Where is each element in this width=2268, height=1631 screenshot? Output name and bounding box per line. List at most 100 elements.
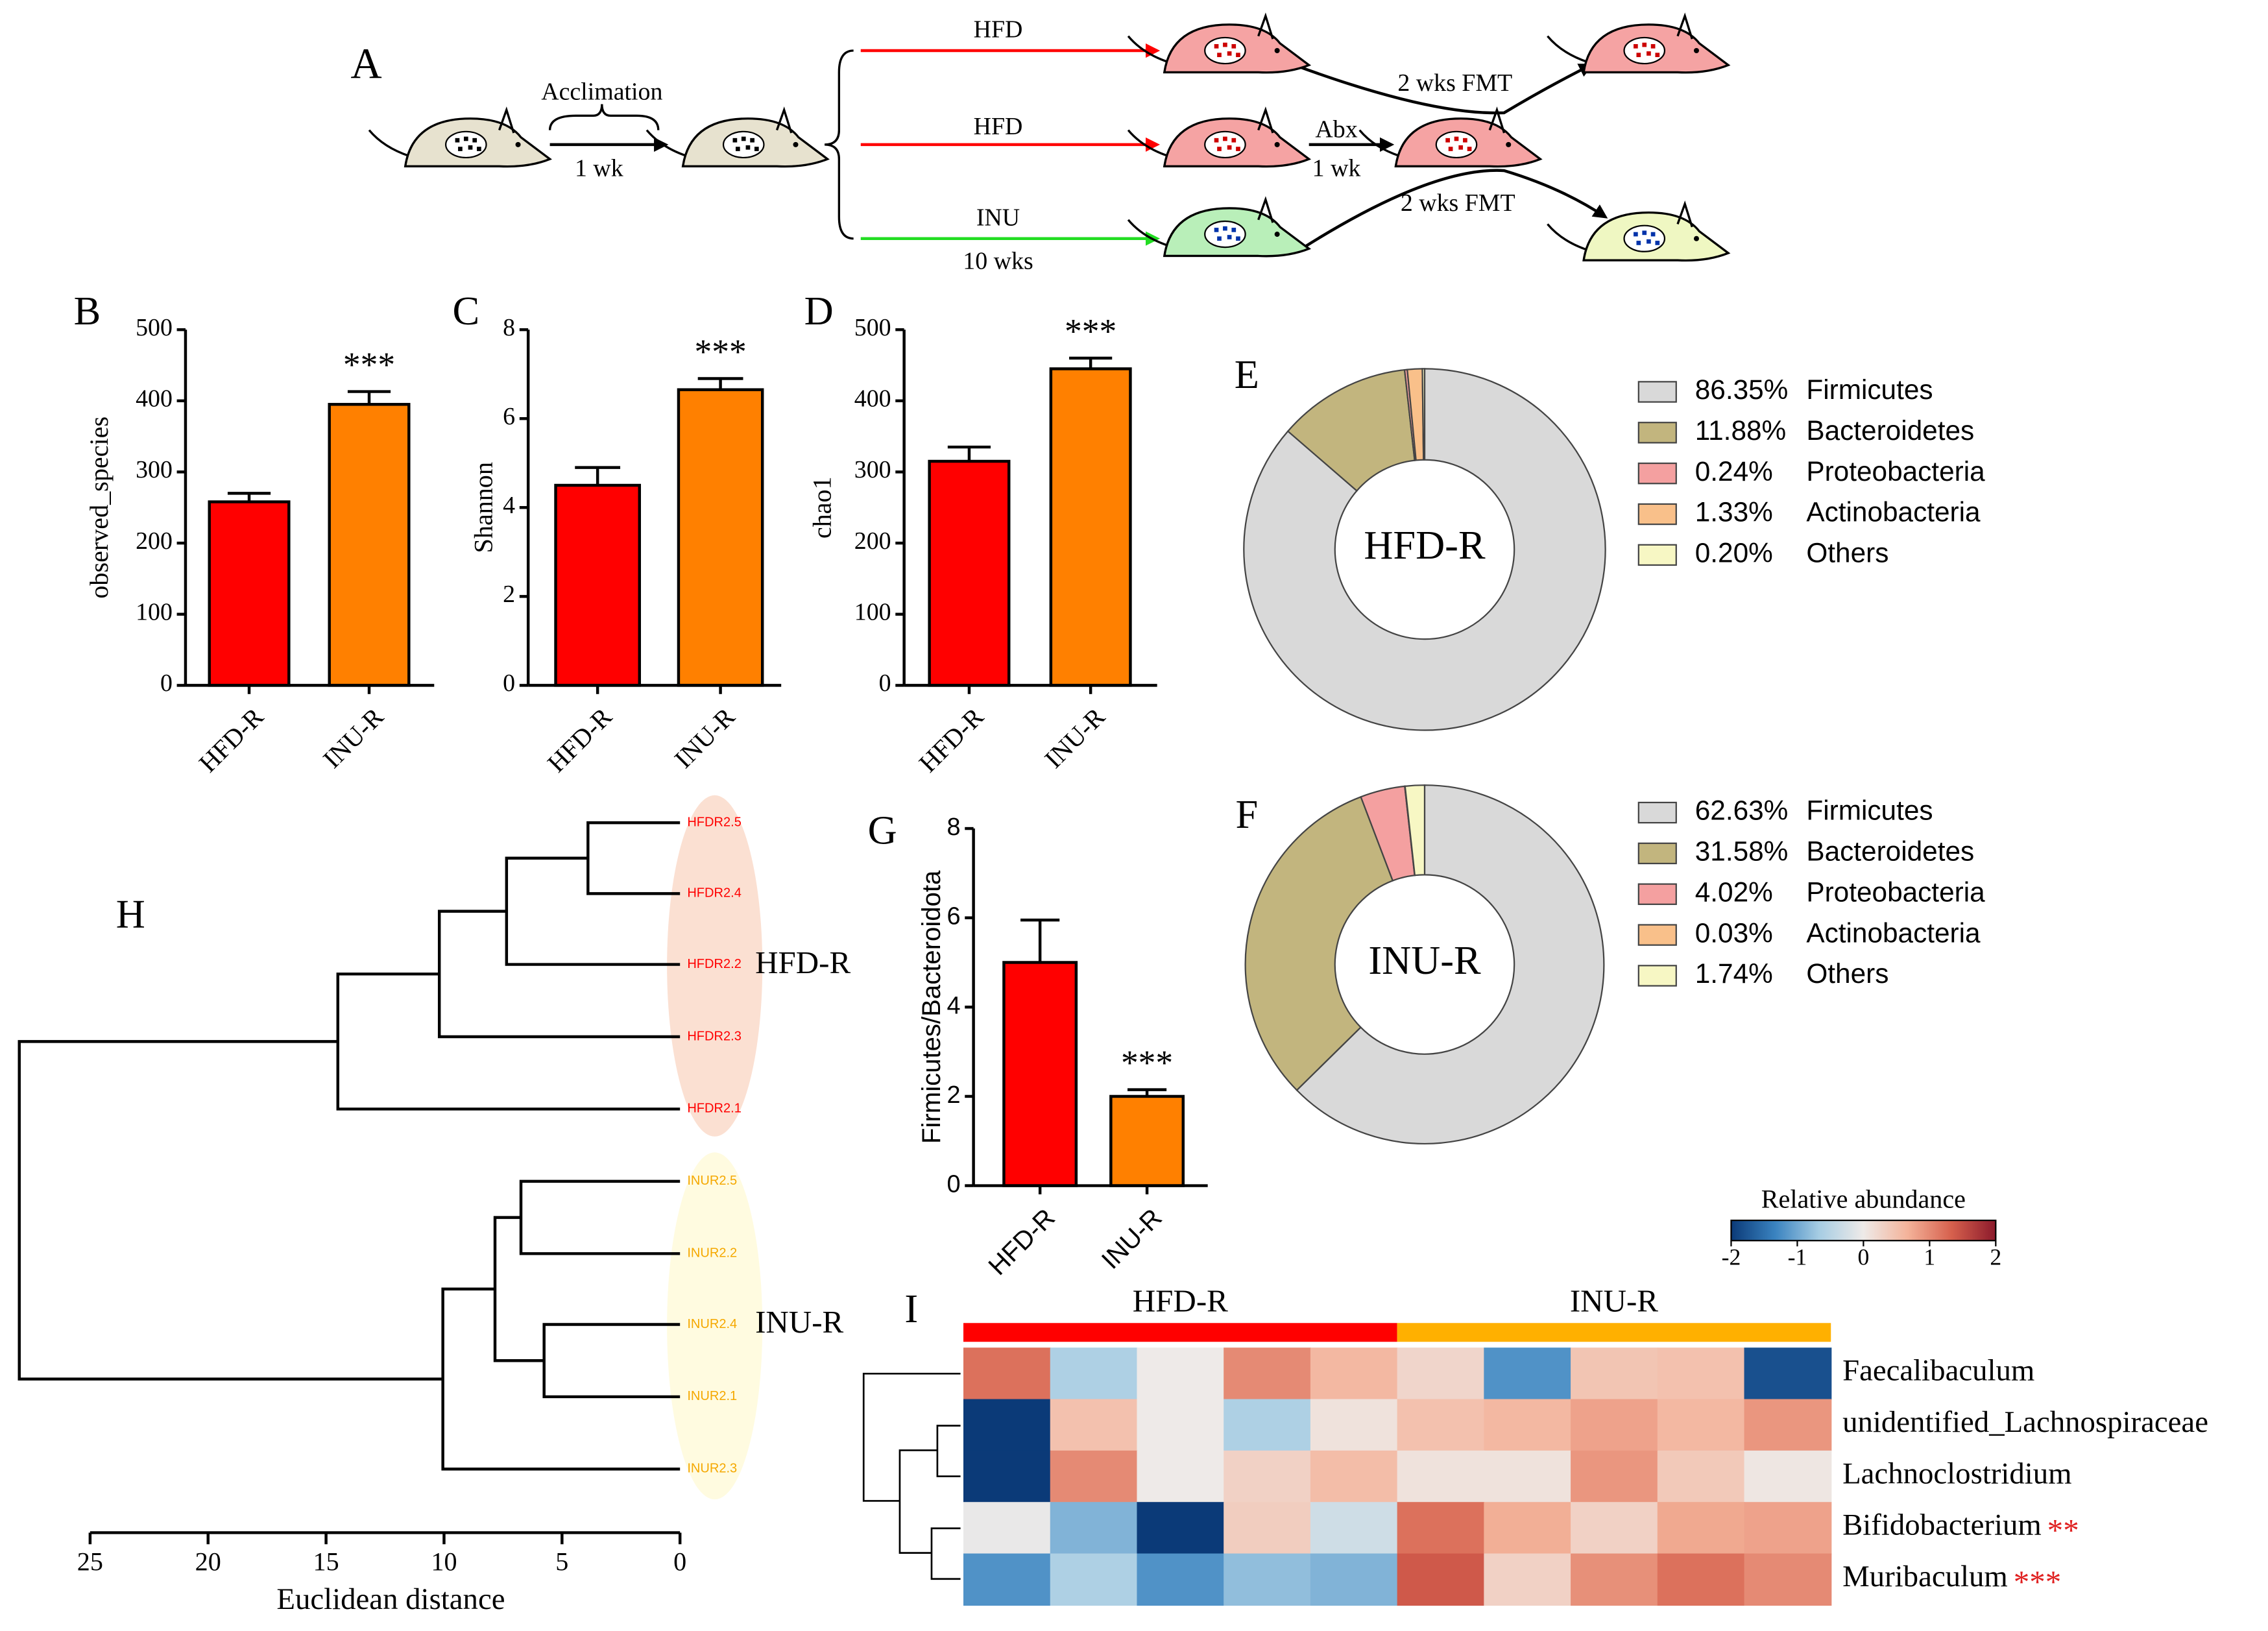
- label: 1 wk: [575, 155, 623, 182]
- mouse-tail: [1547, 35, 1589, 64]
- donut-center-label: HFD-R: [1364, 523, 1486, 568]
- dendrogram-link: [18, 1040, 443, 1381]
- mouse-dot: [458, 147, 463, 151]
- leaf-label: HFDR2.1: [687, 1102, 742, 1116]
- label: 2 wks FMT: [1401, 189, 1515, 217]
- leaf-label: HFDR2.4: [687, 886, 742, 900]
- mouse-dot: [1214, 43, 1219, 49]
- x-tick-label: HFD-R: [542, 702, 618, 778]
- mouse-dot: [754, 147, 759, 151]
- mouse-dot: [1655, 53, 1660, 58]
- bar: [677, 388, 764, 687]
- x-tick-label: 10: [431, 1547, 457, 1577]
- mouse-dot: [1642, 42, 1647, 47]
- mouse-dot: [1217, 236, 1222, 241]
- mouse-tail: [645, 129, 688, 158]
- legend-label: Others: [1806, 958, 1888, 989]
- x-tick-label: 15: [313, 1547, 339, 1577]
- mouse-dot: [468, 145, 473, 150]
- leaf-label: HFDR2.3: [687, 1029, 742, 1043]
- heatmap-cell: [1397, 1399, 1485, 1451]
- mouse-tail: [1127, 219, 1170, 247]
- mouse: [1127, 106, 1312, 168]
- mouse-dot: [1650, 232, 1656, 237]
- legend-value: 11.88%: [1695, 415, 1786, 446]
- y-tick-label: 500: [854, 314, 891, 341]
- heatmap-cell: [1744, 1553, 1832, 1606]
- heatmap-cell: [963, 1399, 1051, 1451]
- panel-letter: E: [1235, 352, 1259, 397]
- mouse-dot: [1650, 43, 1656, 49]
- heatmap-cell: [1137, 1502, 1225, 1554]
- mouse-dot: [1227, 145, 1232, 150]
- group-label: HFD-R: [755, 945, 850, 980]
- mouse-ear: [1676, 12, 1693, 40]
- brace: [548, 104, 660, 130]
- mouse-dot: [1217, 147, 1222, 151]
- colorbar-tick-label: -1: [1788, 1244, 1807, 1270]
- heatmap-cell: [963, 1347, 1051, 1400]
- legend-swatch: [1637, 965, 1677, 987]
- mouse: [1358, 106, 1543, 168]
- arrow: [1294, 64, 1594, 115]
- y-tick-label: 6: [503, 403, 515, 430]
- bar: [1049, 367, 1132, 687]
- row-label: Muribaculum: [1842, 1560, 2008, 1593]
- y-tick-label: 2: [503, 581, 515, 608]
- heatmap-cell: [1744, 1450, 1832, 1503]
- label: Acclimation: [541, 79, 662, 106]
- mouse-dot: [745, 145, 751, 150]
- donut-slice: [1404, 784, 1426, 876]
- leaf-label: INUR2.4: [687, 1317, 737, 1331]
- y-tick-label: 8: [947, 814, 960, 841]
- mouse-eye: [1274, 47, 1280, 54]
- colorbar-tick-label: 2: [1990, 1244, 2001, 1270]
- heatmap-cell: [1571, 1399, 1658, 1451]
- legend-label: Others: [1806, 538, 1888, 568]
- y-tick-label: 4: [947, 992, 960, 1019]
- heatmap-cell: [1657, 1399, 1745, 1451]
- bar: [208, 500, 291, 687]
- heatmap-cell: [1224, 1450, 1312, 1503]
- heatmap-cell: [1310, 1502, 1398, 1554]
- schematic: A Acclimation 1 wk HFD HFD INU 10 wks Ab…: [350, 16, 1608, 274]
- mouse-dot: [1214, 138, 1219, 143]
- mouse-eye: [1274, 141, 1280, 147]
- legend-label: Firmicutes: [1806, 374, 1933, 405]
- x-tick-label: INU-R: [669, 702, 741, 774]
- x-tick-label: HFD-R: [983, 1203, 1060, 1281]
- heatmap-cell: [1050, 1502, 1138, 1554]
- group-bar: [963, 1323, 1397, 1342]
- label: HFD: [974, 113, 1023, 140]
- legend-value: 1.33%: [1695, 497, 1773, 527]
- bar: [328, 403, 411, 687]
- heatmap-cell: [1744, 1347, 1832, 1400]
- mouse-gut: [445, 130, 487, 159]
- heatmap-cell: [1224, 1553, 1312, 1606]
- heatmap-cell: [1657, 1450, 1745, 1503]
- donut-slice: [1296, 784, 1605, 1145]
- x-tick-label: 5: [555, 1547, 568, 1577]
- donut-slice: [1243, 368, 1606, 731]
- y-tick-label: 500: [136, 314, 173, 341]
- mouse-ear: [1257, 12, 1274, 40]
- heatmap-cell: [1224, 1347, 1312, 1400]
- mouse-tail: [368, 129, 410, 158]
- arrow: [1301, 169, 1608, 250]
- mouse-dot: [1458, 145, 1464, 150]
- y-tick-label: 6: [947, 903, 960, 930]
- bar: [554, 483, 642, 687]
- y-tick-label: 300: [854, 456, 891, 483]
- label: 10 wks: [963, 247, 1033, 274]
- legend-label: Bacteroidetes: [1806, 415, 1974, 446]
- mouse-dot: [1454, 136, 1459, 141]
- y-axis-label: Firmicutes/Bacteroidota: [917, 870, 946, 1144]
- mouse-dot: [1647, 51, 1651, 56]
- colorbar-tick-label: 1: [1924, 1244, 1935, 1270]
- dendrogram-link: [505, 856, 681, 966]
- x-tick-label: HFD-R: [913, 702, 989, 778]
- x-tick-label: HFD-R: [193, 702, 269, 778]
- heatmap-cell: [1571, 1502, 1658, 1554]
- significance: ***: [343, 345, 395, 384]
- dendrogram-link: [437, 910, 681, 1039]
